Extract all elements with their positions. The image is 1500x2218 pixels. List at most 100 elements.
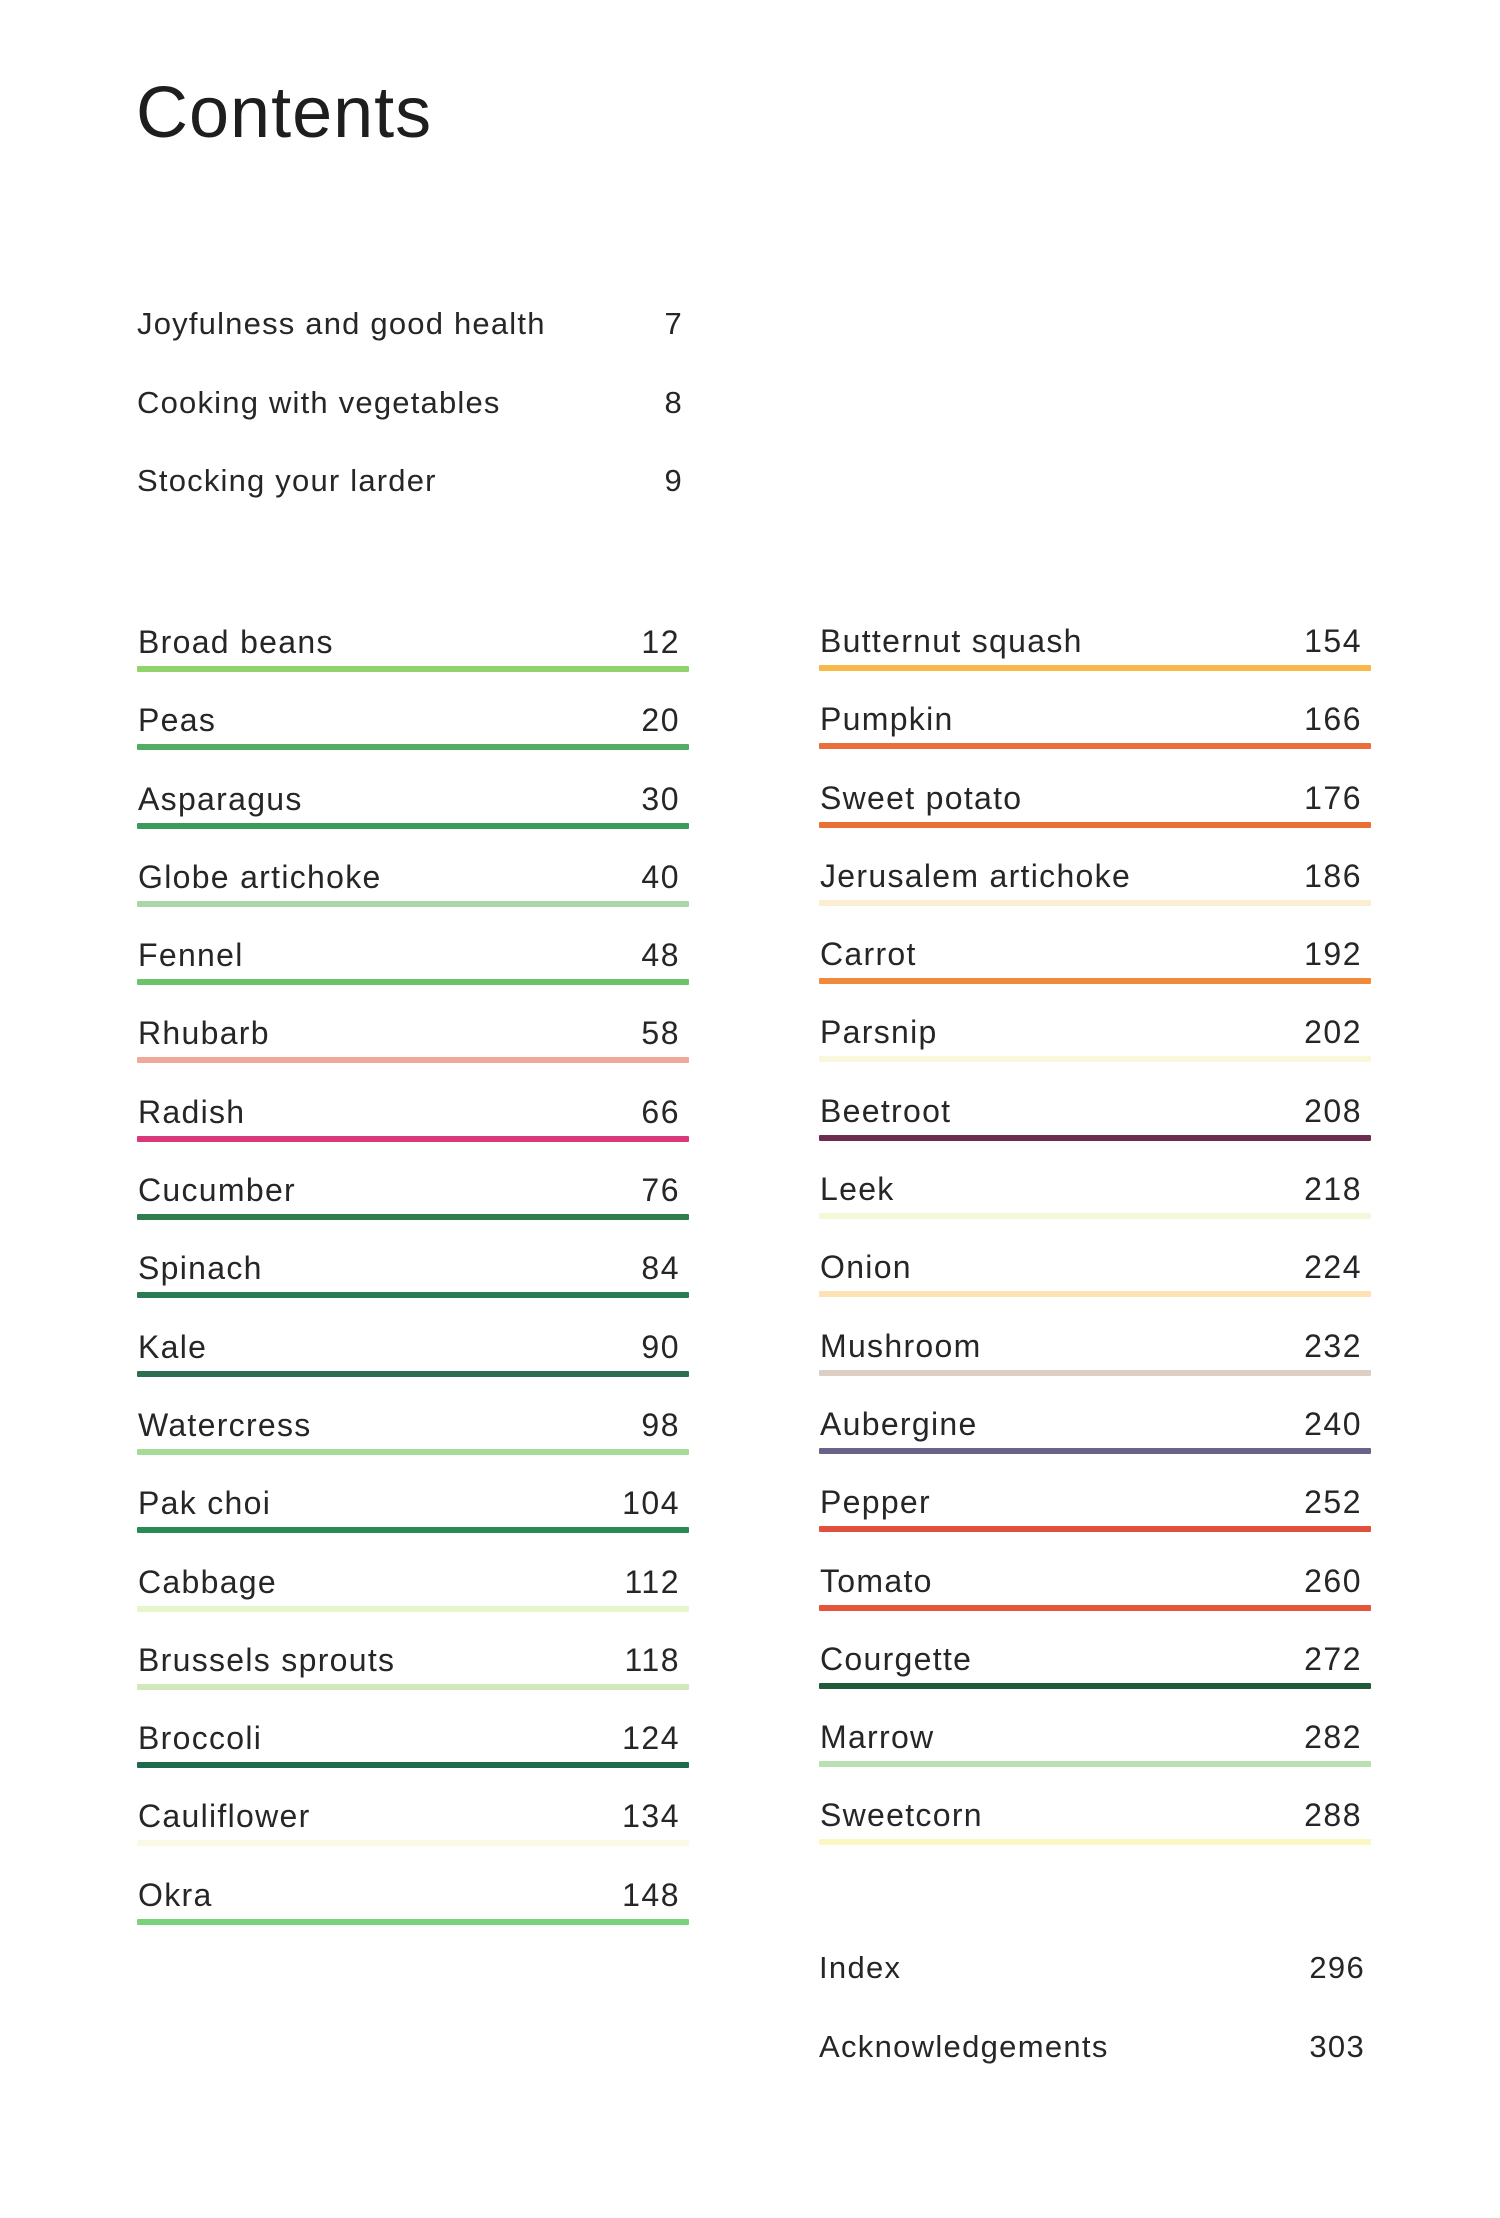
toc-entry-page: 12 bbox=[641, 624, 680, 660]
toc-entry-page: 112 bbox=[624, 1563, 680, 1600]
toc-entry-page: 224 bbox=[1304, 1249, 1362, 1286]
toc-entry-joyfulness[interactable]: Joyfulness and good health 7 bbox=[137, 306, 683, 385]
color-rule bbox=[137, 1683, 689, 1690]
toc-entry-aubergine[interactable]: Aubergine 240 bbox=[819, 1400, 1371, 1478]
toc-entry-radish[interactable]: Radish 66 bbox=[137, 1088, 689, 1166]
toc-entry-index[interactable]: Index 296 bbox=[819, 1950, 1365, 2029]
toc-entry-rhubarb[interactable]: Rhubarb 58 bbox=[137, 1009, 689, 1087]
toc-entry-beetroot[interactable]: Beetroot 208 bbox=[819, 1087, 1371, 1165]
toc-entry-label: Cucumber bbox=[138, 1172, 297, 1209]
toc-entry-page: 66 bbox=[641, 1093, 680, 1130]
toc-entry-page: 118 bbox=[624, 1641, 680, 1678]
toc-entry-broad-beans[interactable]: Broad beans 12 bbox=[137, 618, 689, 696]
toc-entry-onion[interactable]: Onion 224 bbox=[819, 1243, 1371, 1321]
toc-entry-label: Cooking with vegetables bbox=[137, 384, 501, 420]
toc-entry-brussels-sprouts[interactable]: Brussels sprouts 118 bbox=[137, 1636, 689, 1714]
color-rule bbox=[819, 821, 1371, 828]
toc-entry-label: Marrow bbox=[820, 1719, 935, 1756]
toc-entry-label: Beetroot bbox=[820, 1092, 952, 1129]
toc-entry-broccoli[interactable]: Broccoli 124 bbox=[137, 1714, 689, 1792]
toc-entry-asparagus[interactable]: Asparagus 30 bbox=[137, 775, 689, 853]
toc-entry-page: 186 bbox=[1304, 857, 1362, 894]
toc-entry-page: 76 bbox=[641, 1172, 680, 1209]
toc-entry-marrow[interactable]: Marrow 282 bbox=[819, 1713, 1371, 1791]
toc-entry-page: 240 bbox=[1304, 1405, 1362, 1442]
toc-entry-page: 192 bbox=[1304, 936, 1362, 973]
color-rule bbox=[819, 1447, 1371, 1454]
color-rule bbox=[819, 1604, 1371, 1611]
intro-section: Joyfulness and good health 7 Cooking wit… bbox=[137, 306, 683, 542]
toc-entry-page: 7 bbox=[664, 306, 683, 341]
toc-entry-page: 208 bbox=[1304, 1092, 1362, 1129]
toc-entry-tomato[interactable]: Tomato 260 bbox=[819, 1557, 1371, 1635]
toc-entry-courgette[interactable]: Courgette 272 bbox=[819, 1635, 1371, 1713]
toc-entry-page: 48 bbox=[641, 937, 680, 974]
toc-entry-peas[interactable]: Peas 20 bbox=[137, 696, 689, 774]
toc-entry-label: Cabbage bbox=[138, 1563, 277, 1600]
toc-entry-page: 202 bbox=[1304, 1014, 1362, 1051]
toc-entry-label: Parsnip bbox=[820, 1014, 938, 1051]
toc-entry-label: Okra bbox=[138, 1876, 213, 1913]
toc-entry-label: Onion bbox=[820, 1249, 912, 1286]
toc-entry-spinach[interactable]: Spinach 84 bbox=[137, 1244, 689, 1322]
toc-entry-page: 8 bbox=[664, 384, 683, 420]
toc-entry-mushroom[interactable]: Mushroom 232 bbox=[819, 1322, 1371, 1400]
color-rule bbox=[819, 743, 1371, 750]
toc-entry-sweetcorn[interactable]: Sweetcorn 288 bbox=[819, 1791, 1371, 1869]
color-rule bbox=[137, 1527, 689, 1534]
toc-entry-carrot[interactable]: Carrot 192 bbox=[819, 930, 1371, 1008]
toc-entry-globe-artichoke[interactable]: Globe artichoke 40 bbox=[137, 853, 689, 931]
toc-entry-page: 288 bbox=[1304, 1797, 1362, 1834]
toc-entry-page: 20 bbox=[641, 702, 680, 739]
toc-entry-pepper[interactable]: Pepper 252 bbox=[819, 1478, 1371, 1556]
color-rule bbox=[137, 822, 689, 829]
color-rule bbox=[819, 1526, 1371, 1533]
toc-entry-jerusalem-artichoke[interactable]: Jerusalem artichoke 186 bbox=[819, 852, 1371, 930]
toc-entry-label: Sweet potato bbox=[820, 779, 1023, 816]
toc-entry-label: Pepper bbox=[820, 1484, 931, 1521]
toc-entry-label: Stocking your larder bbox=[137, 463, 437, 498]
toc-entry-label: Broccoli bbox=[138, 1720, 263, 1757]
toc-entry-page: 58 bbox=[641, 1015, 680, 1052]
toc-entry-page: 296 bbox=[1309, 1950, 1365, 1985]
toc-entry-fennel[interactable]: Fennel 48 bbox=[137, 931, 689, 1009]
color-rule bbox=[819, 899, 1371, 906]
toc-entry-kale[interactable]: Kale 90 bbox=[137, 1323, 689, 1401]
toc-entry-label: Broad beans bbox=[138, 624, 334, 660]
toc-entry-page: 154 bbox=[1304, 623, 1362, 659]
toc-entry-page: 148 bbox=[622, 1876, 680, 1913]
toc-entry-leek[interactable]: Leek 218 bbox=[819, 1165, 1371, 1243]
toc-entry-page: 303 bbox=[1309, 2028, 1365, 2064]
toc-entry-label: Spinach bbox=[138, 1250, 263, 1287]
toc-entry-label: Watercress bbox=[138, 1406, 312, 1443]
color-rule bbox=[819, 1682, 1371, 1689]
toc-entry-label: Joyfulness and good health bbox=[137, 306, 546, 341]
toc-entry-page: 134 bbox=[622, 1798, 680, 1835]
toc-entry-label: Leek bbox=[820, 1171, 895, 1208]
toc-entry-cauliflower[interactable]: Cauliflower 134 bbox=[137, 1792, 689, 1870]
toc-entry-pumpkin[interactable]: Pumpkin 166 bbox=[819, 695, 1371, 773]
color-rule bbox=[137, 1292, 689, 1299]
toc-entry-okra[interactable]: Okra 148 bbox=[137, 1871, 689, 1949]
color-rule bbox=[137, 900, 689, 907]
toc-entry-cooking[interactable]: Cooking with vegetables 8 bbox=[137, 385, 683, 464]
color-rule bbox=[137, 1840, 689, 1847]
toc-entry-page: 9 bbox=[664, 463, 683, 498]
toc-entry-butternut-squash[interactable]: Butternut squash 154 bbox=[819, 617, 1371, 695]
toc-entry-parsnip[interactable]: Parsnip 202 bbox=[819, 1008, 1371, 1086]
toc-entry-sweet-potato[interactable]: Sweet potato 176 bbox=[819, 774, 1371, 852]
toc-entry-acknowledgements[interactable]: Acknowledgements 303 bbox=[819, 2029, 1365, 2108]
toc-entry-page: 30 bbox=[641, 780, 680, 817]
toc-entry-larder[interactable]: Stocking your larder 9 bbox=[137, 463, 683, 542]
toc-entry-page: 98 bbox=[641, 1406, 680, 1443]
page-title: Contents bbox=[136, 73, 433, 153]
toc-entry-label: Pak choi bbox=[138, 1485, 272, 1522]
toc-entry-cabbage[interactable]: Cabbage 112 bbox=[137, 1558, 689, 1636]
toc-entry-watercress[interactable]: Watercress 98 bbox=[137, 1401, 689, 1479]
toc-entry-page: 272 bbox=[1304, 1640, 1362, 1677]
color-rule bbox=[137, 1135, 689, 1142]
toc-entry-label: Index bbox=[819, 1950, 902, 1985]
toc-entry-pak-choi[interactable]: Pak choi 104 bbox=[137, 1479, 689, 1557]
toc-entry-cucumber[interactable]: Cucumber 76 bbox=[137, 1166, 689, 1244]
color-rule bbox=[137, 1762, 689, 1769]
